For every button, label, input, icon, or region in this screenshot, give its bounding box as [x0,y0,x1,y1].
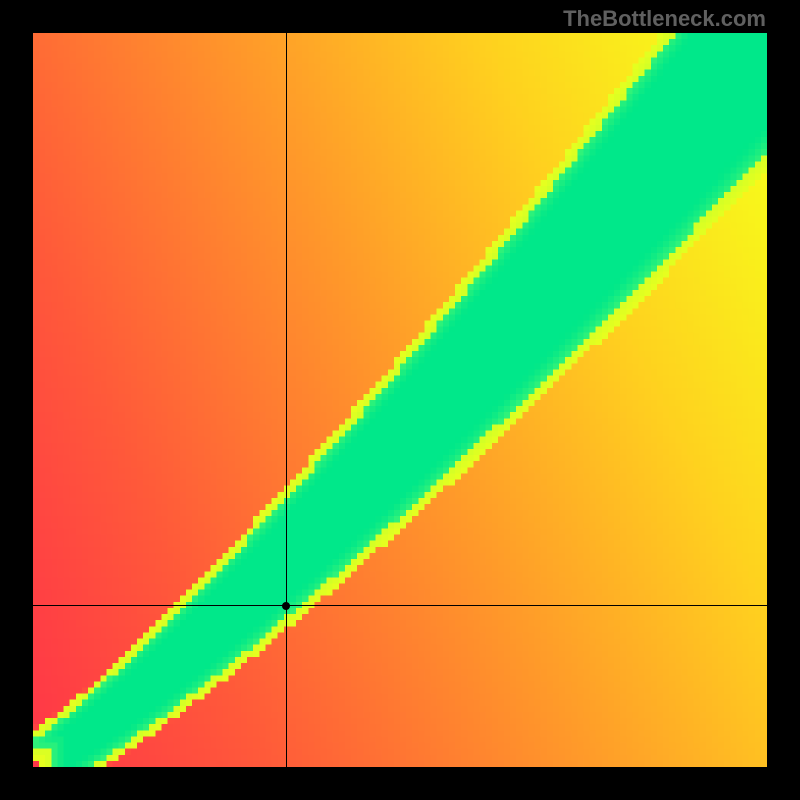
chart-container: TheBottleneck.com [0,0,800,800]
crosshair-vertical [286,33,287,767]
watermark-label: TheBottleneck.com [563,6,766,32]
marker-dot [282,602,290,610]
heatmap-canvas [33,33,767,767]
crosshair-horizontal [33,605,767,606]
